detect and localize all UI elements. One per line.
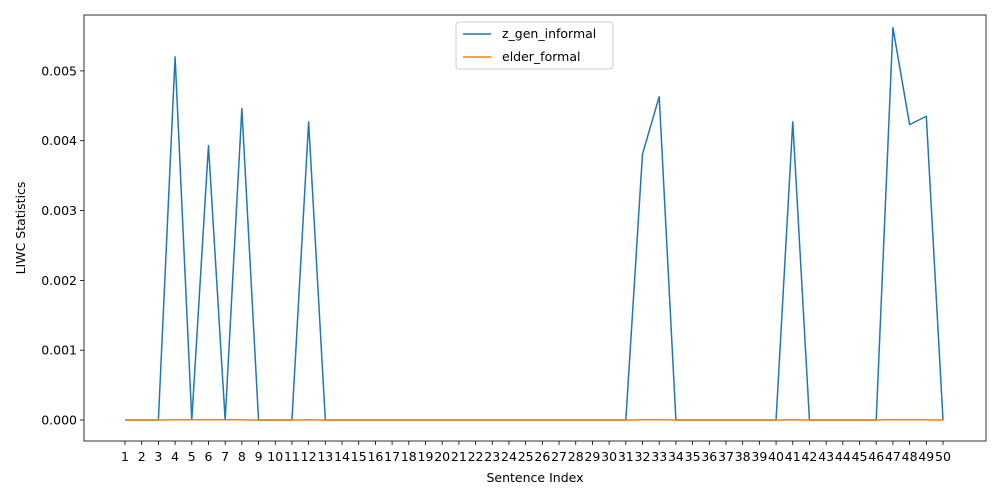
x-tick-label: 8 [238, 449, 246, 464]
x-tick-label: 25 [518, 449, 534, 464]
x-tick-label: 12 [301, 449, 317, 464]
x-tick-label: 32 [635, 449, 651, 464]
series-layer [125, 26, 944, 421]
x-tick-label: 47 [885, 449, 901, 464]
x-tick-label: 28 [568, 449, 584, 464]
x-tick-label: 22 [468, 449, 484, 464]
x-tick-label: 1 [121, 449, 129, 464]
x-tick-label: 38 [735, 449, 751, 464]
x-tick-label: 21 [451, 449, 467, 464]
x-tick-label: 27 [551, 449, 567, 464]
x-tick-label: 44 [835, 449, 851, 464]
x-tick-label: 48 [902, 449, 918, 464]
x-tick-label: 17 [384, 449, 400, 464]
x-tick-label: 34 [668, 449, 684, 464]
x-tick-label: 15 [351, 449, 367, 464]
x-tick-label: 42 [801, 449, 817, 464]
x-tick-label: 4 [171, 449, 179, 464]
x-tick-label: 33 [651, 449, 667, 464]
x-tick-label: 45 [852, 449, 868, 464]
legend-label-z-gen-informal: z_gen_informal [502, 26, 596, 41]
x-tick-label: 10 [267, 449, 283, 464]
x-tick-label: 26 [534, 449, 550, 464]
x-tick-label: 36 [701, 449, 717, 464]
legend-label-elder-formal: elder_formal [502, 49, 580, 64]
x-tick-label: 16 [367, 449, 383, 464]
y-tick-label: 0.004 [41, 133, 77, 148]
legend: z_gen_informal elder_formal [455, 21, 614, 70]
legend-box [455, 21, 614, 70]
x-tick-label: 35 [685, 449, 701, 464]
x-axis-title: Sentence Index [486, 470, 583, 485]
plot-area [83, 14, 987, 442]
x-tick-label: 40 [768, 449, 784, 464]
x-tick-label: 6 [204, 449, 212, 464]
x-tick-label: 11 [284, 449, 300, 464]
x-tick-label: 13 [317, 449, 333, 464]
x-tick-label: 19 [418, 449, 434, 464]
x-tick-label: 50 [935, 449, 951, 464]
x-axis: 1 2 3 4 5 6 7 8 9 10 11 12 13 14 15 16 17 18 19 20 21 22 23 24 2… [121, 441, 951, 464]
y-tick-label: 0.001 [41, 343, 77, 358]
x-tick-label: 18 [401, 449, 417, 464]
y-tick-label: 0.003 [41, 203, 77, 218]
x-tick-label: 14 [334, 449, 350, 464]
y-axis-title: LIWC Statistics [13, 182, 28, 275]
y-axis: 0.000 0.001 0.002 0.003 0.004 0.005 [41, 63, 84, 428]
y-tick-label: 0.005 [41, 63, 77, 78]
x-tick-label: 24 [501, 449, 517, 464]
y-tick-label: 0.002 [41, 273, 77, 288]
x-tick-label: 9 [255, 449, 263, 464]
x-tick-label: 20 [434, 449, 450, 464]
x-tick-label: 30 [601, 449, 617, 464]
x-tick-label: 7 [221, 449, 229, 464]
x-tick-label: 41 [785, 449, 801, 464]
x-tick-label: 2 [138, 449, 146, 464]
x-tick-label: 3 [154, 449, 162, 464]
x-tick-label: 31 [618, 449, 634, 464]
x-tick-label: 39 [751, 449, 767, 464]
y-tick-label: 0.000 [41, 413, 77, 428]
x-tick-label: 29 [584, 449, 600, 464]
x-tick-label: 46 [868, 449, 884, 464]
x-tick-label: 43 [818, 449, 834, 464]
x-tick-label: 23 [484, 449, 500, 464]
x-tick-label: 49 [918, 449, 934, 464]
x-tick-label: 37 [718, 449, 734, 464]
x-tick-label: 5 [188, 449, 196, 464]
